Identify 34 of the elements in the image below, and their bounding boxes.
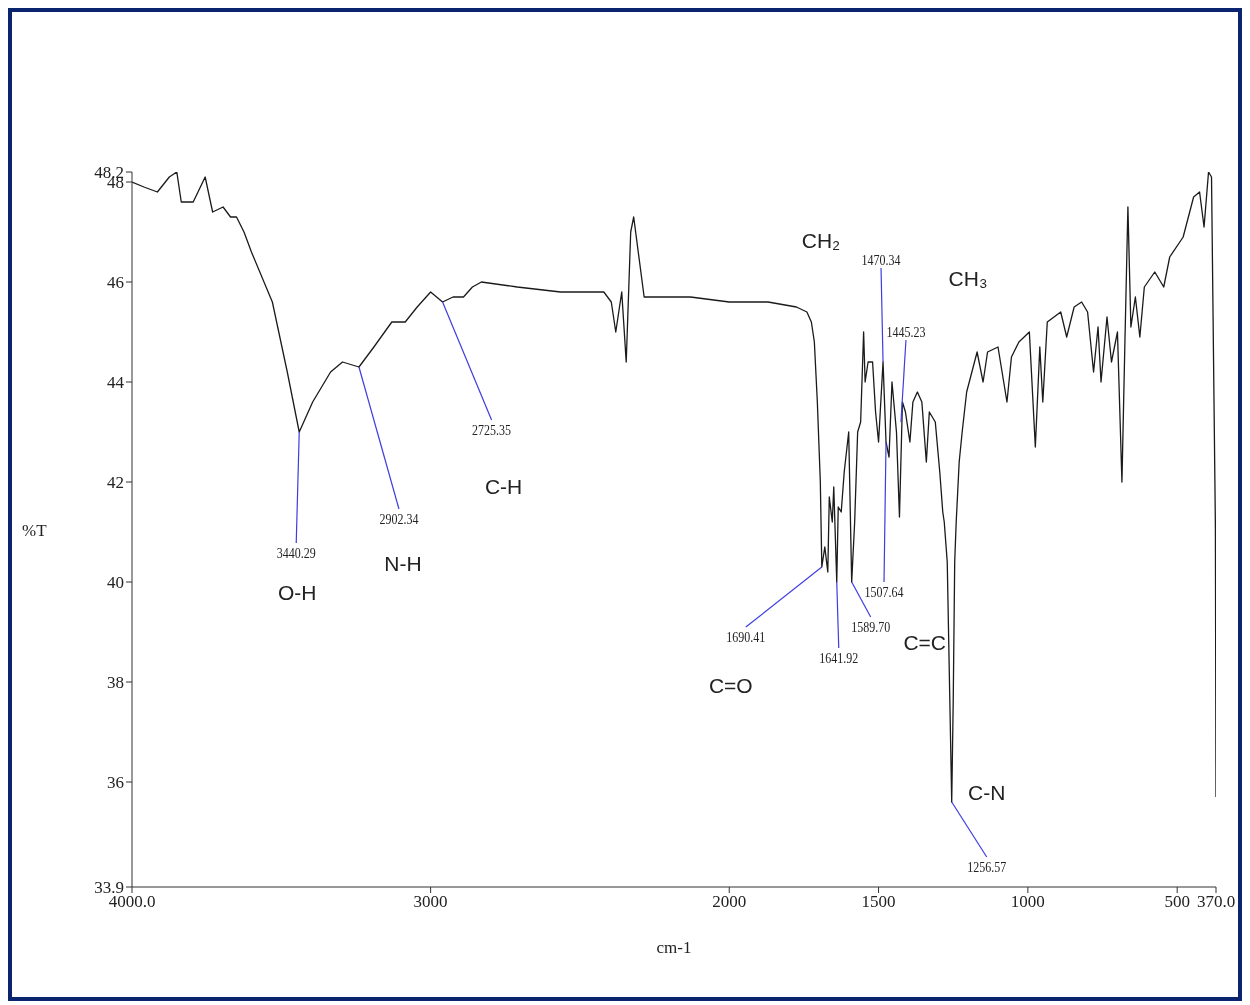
x-tick-label: 1000 — [1010, 892, 1045, 912]
y-tick-label: 40 — [107, 573, 124, 593]
annotation: 1641.92 — [819, 650, 859, 667]
x-tick-label: 2000 — [712, 892, 747, 912]
annotation: 2902.34 — [379, 511, 419, 528]
y-axis-title: %T — [22, 520, 48, 540]
annotation: 1445.23 — [886, 324, 926, 341]
annotation: 1470.34 — [861, 252, 901, 269]
x-tick-label: 500 — [1164, 892, 1190, 912]
annotation: CH₃ — [948, 266, 988, 290]
annotation: N-H — [384, 551, 422, 575]
y-tick-label: 36 — [107, 773, 124, 793]
x-axis-title: cm-1 — [656, 938, 692, 957]
annotation: 2725.35 — [472, 422, 512, 439]
x-tick-label: 1500 — [861, 892, 896, 912]
y-tick-label: 46 — [107, 273, 124, 293]
y-tick-label: 44 — [107, 373, 125, 393]
annotation: 3440.29 — [276, 545, 316, 562]
x-tick-label: 370.0 — [1196, 892, 1236, 912]
annotation: C-H — [484, 474, 523, 498]
x-tick-label: 4000.0 — [108, 892, 156, 912]
annotation: CH₂ — [801, 228, 841, 252]
annotation: 1589.70 — [851, 619, 891, 636]
annotation: C-N — [968, 780, 1006, 804]
y-tick-label: 38 — [107, 673, 124, 693]
annotation: 1256.57 — [967, 859, 1007, 876]
annotation: C=O — [708, 673, 753, 697]
annotation: 1690.41 — [726, 629, 766, 646]
x-tick-label: 3000 — [413, 892, 448, 912]
annotation: O-H — [277, 580, 317, 604]
annotation: C=C — [903, 630, 946, 654]
y-tick-label: 42 — [107, 473, 124, 493]
annotation: 1507.64 — [864, 584, 904, 601]
line-series — [132, 172, 1216, 803]
